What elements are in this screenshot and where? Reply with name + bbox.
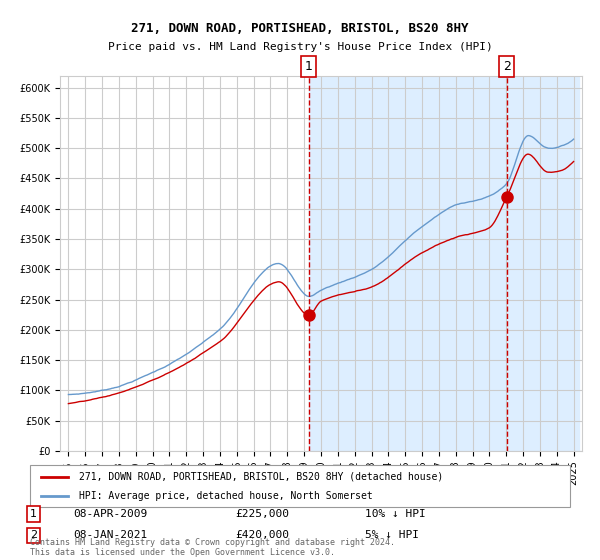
Text: 2: 2 [503,60,511,73]
Text: £420,000: £420,000 [235,530,289,540]
Text: 271, DOWN ROAD, PORTISHEAD, BRISTOL, BS20 8HY (detached house): 271, DOWN ROAD, PORTISHEAD, BRISTOL, BS2… [79,472,443,482]
Text: 1: 1 [30,509,37,519]
Bar [309,76,578,451]
Text: Contains HM Land Registry data © Crown copyright and database right 2024.
This d: Contains HM Land Registry data © Crown c… [30,538,395,557]
Text: £225,000: £225,000 [235,509,289,519]
Text: 2: 2 [30,530,37,540]
FancyBboxPatch shape [30,465,570,507]
Text: Price paid vs. HM Land Registry's House Price Index (HPI): Price paid vs. HM Land Registry's House … [107,42,493,52]
Text: 10% ↓ HPI: 10% ↓ HPI [365,509,425,519]
Text: 271, DOWN ROAD, PORTISHEAD, BRISTOL, BS20 8HY: 271, DOWN ROAD, PORTISHEAD, BRISTOL, BS2… [131,22,469,35]
Text: 1: 1 [305,60,313,73]
Text: HPI: Average price, detached house, North Somerset: HPI: Average price, detached house, Nort… [79,491,373,501]
Text: 5% ↓ HPI: 5% ↓ HPI [365,530,419,540]
Text: 08-JAN-2021: 08-JAN-2021 [73,530,148,540]
Text: 08-APR-2009: 08-APR-2009 [73,509,148,519]
